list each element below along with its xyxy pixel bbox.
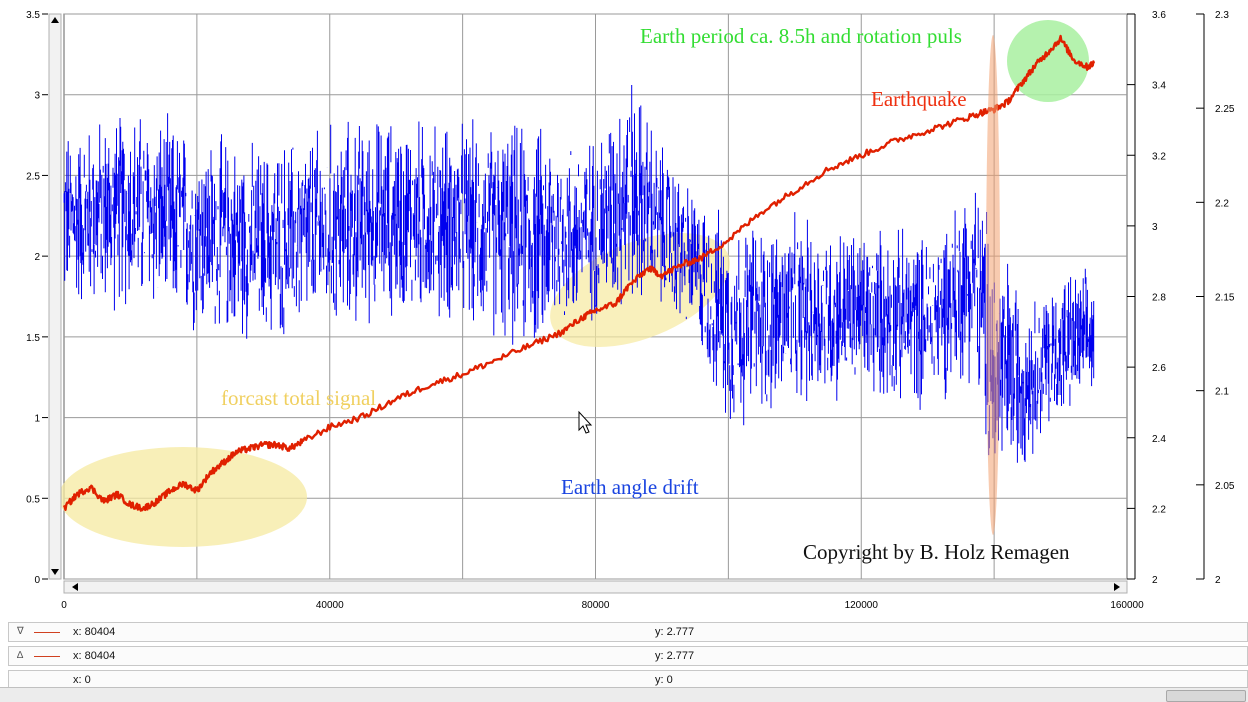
cursor-readout-row-2: ∆ x: 80404 y: 2.777 [8,646,1248,666]
axis-tick-label: 0.5 [26,494,40,505]
scroll-down-arrow-icon[interactable] [51,569,59,575]
axis-tick-label: 3.4 [1152,81,1166,92]
axis-tick-label: 2.3 [1215,10,1229,21]
highlight-forecast-start [59,447,307,547]
cursor-y-value: y: 2.777 [655,650,695,662]
axis-tick-label: 2.1 [1215,387,1229,398]
x-axis: 0 40000 80000 120000 160000 [61,600,1144,611]
axis-tick-label: 2.8 [1152,293,1166,304]
axis-tick-label: 2 [1215,575,1221,586]
highlight-rotation-puls [1007,20,1089,102]
axis-tick-label: 2.6 [1152,363,1166,374]
cursor-x-value: x: 80404 [73,626,116,638]
cursor-x-value: x: 0 [73,674,91,686]
axis-tick-label: 1.5 [26,333,40,344]
axis-tick-label: 2 [34,252,40,263]
annotation-forecast: forcast total signal [221,386,376,410]
axis-tick-label: 3.6 [1152,10,1166,21]
axis-tick-label: 2.5 [26,171,40,182]
cursor-y-value: y: 2.777 [655,626,695,638]
axis-tick-label: 2.15 [1215,293,1235,304]
scroll-up-arrow-icon[interactable] [51,17,59,23]
y-axis-left: 0 0.5 1 1.5 2 2.5 3 3.5 [26,10,48,586]
cursor-x-value: x: 80404 [73,650,116,662]
cursor-down-marker-icon: ∇ [17,626,24,637]
blue-signal-trace [63,85,1095,463]
series-forecast-signal [62,34,1095,512]
scroll-left-arrow-icon[interactable] [72,583,78,591]
cursor-line-swatch [34,656,60,657]
cursor-y-value: y: 0 [655,674,673,686]
axis-tick-label: 0 [34,575,40,586]
vertical-scrollbar[interactable] [48,13,62,580]
x-tick-label: 40000 [316,600,344,611]
cursor-readout-row-3: x: 0 y: 0 [8,670,1248,690]
axis-tick-label: 2.2 [1215,198,1229,209]
axis-tick-label: 3.2 [1152,151,1166,162]
x-tick-label: 80000 [582,600,610,611]
axis-tick-label: 2.05 [1215,481,1235,492]
highlight-earthquake [986,35,1000,535]
annotation-angle-drift: Earth angle drift [561,475,699,499]
axis-tick-label: 2.2 [1152,504,1166,515]
copyright-label: Copyright by B. Holz Remagen [803,540,1070,564]
axis-tick-label: 3 [1152,222,1158,233]
horizontal-scrollbar[interactable] [63,580,1128,594]
x-tick-label: 160000 [1110,600,1144,611]
y-axis-right-primary: 2 2.2 2.4 2.6 2.8 3 3.2 3.4 3.6 [1127,10,1166,586]
cursor-readout-row-1: ∇ x: 80404 y: 2.777 [8,622,1248,642]
x-tick-label: 0 [61,600,67,611]
axis-tick-label: 1 [34,414,40,425]
annotation-rotation-puls: Earth period ca. 8.5h and rotation puls [640,24,962,48]
axis-tick-label: 2 [1152,575,1158,586]
cursor-up-marker-icon: ∆ [17,650,24,661]
red-signal-trace [62,34,1095,512]
axis-tick-label: 3 [34,91,40,102]
axis-tick-label: 2.4 [1152,434,1166,445]
series-earth-angle-drift [63,85,1095,463]
chart: 0 0.5 1 1.5 2 2.5 3 3.5 2 2.2 2.4 2.6 2.8 3 3.2 3.4 3.6… [26,10,1235,611]
cursor-line-swatch [34,632,60,633]
scrollbar-thumb[interactable] [1166,690,1246,702]
mouse-pointer-icon [578,410,593,434]
window-horizontal-scrollbar[interactable] [0,687,1248,702]
annotation-earthquake: Earthquake [871,87,967,111]
axis-tick-label: 2.25 [1215,104,1235,115]
scroll-right-arrow-icon[interactable] [1114,583,1120,591]
axis-tick-label: 3.5 [26,10,40,21]
y-axis-right-secondary: 2 2.05 2.1 2.15 2.2 2.25 2.3 [1196,10,1235,586]
x-tick-label: 120000 [845,600,879,611]
